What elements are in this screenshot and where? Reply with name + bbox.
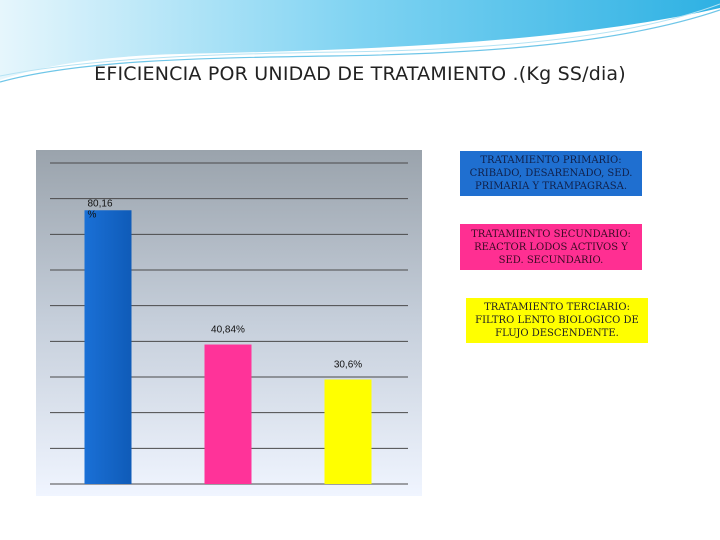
page-title: EFICIENCIA POR UNIDAD DE TRATAMIENTO .(K… <box>94 63 626 85</box>
data-label-1: 80,16% <box>88 198 113 220</box>
bar-chart: 80,16 % 40,84% 30,6% <box>36 150 422 496</box>
bar-3 <box>324 379 372 484</box>
legend-tertiary-treatment: TRATAMIENTO TERCIARIO: FILTRO LENTO BIOL… <box>466 298 648 343</box>
bars <box>84 210 372 484</box>
bar-1 <box>84 210 132 484</box>
data-label-3: 30,6% <box>334 360 362 371</box>
legend-secondary-treatment: TRATAMIENTO SECUNDARIO: REACTOR LODOS AC… <box>460 224 642 270</box>
data-label-2: 40,84% <box>211 325 245 336</box>
legend-primary-treatment: TRATAMIENTO PRIMARIO: CRIBADO, DESARENAD… <box>460 151 642 196</box>
bar-2 <box>204 344 252 484</box>
data-labels: 80,16 % 40,84% 30,6% <box>88 198 363 370</box>
header-swoosh-decoration <box>0 0 720 83</box>
